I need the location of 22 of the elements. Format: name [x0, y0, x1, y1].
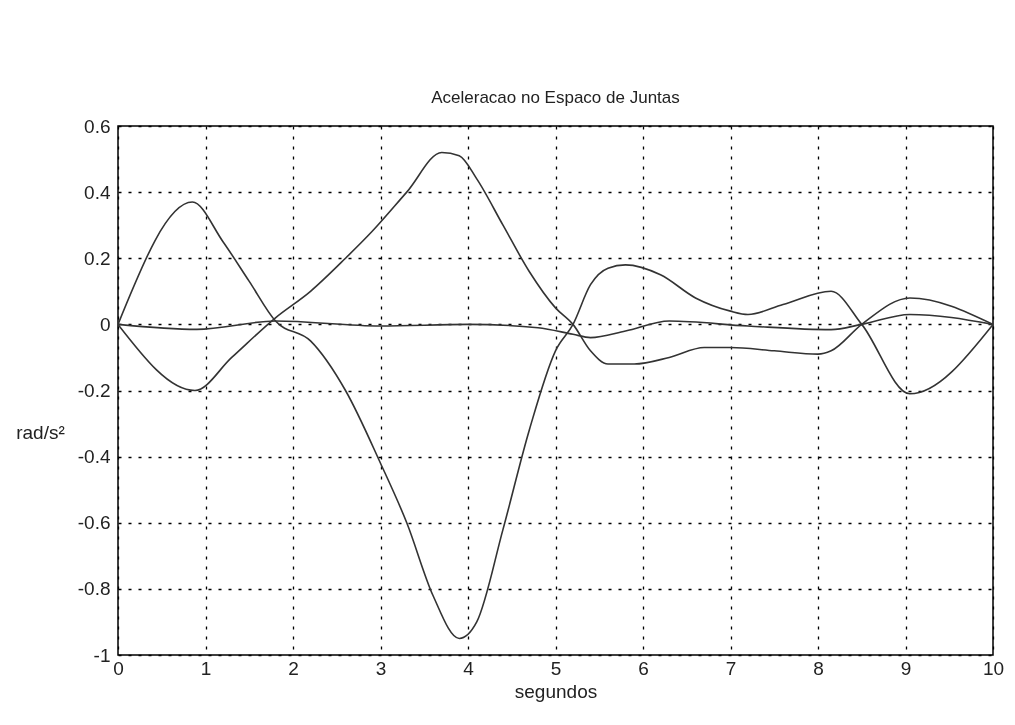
x-tick-label: 3 [375, 657, 387, 679]
y-axis-title: rad/s² [16, 422, 65, 444]
x-axis-title: segundos [514, 680, 598, 702]
x-tick-label: 7 [725, 657, 737, 679]
y-tick-label: -0.6 [77, 512, 111, 534]
x-tick-label: 1 [200, 657, 212, 679]
y-tick-label: 0.6 [84, 115, 111, 137]
y-tick-label: 0.4 [84, 181, 111, 203]
x-tick-label: 4 [463, 657, 475, 679]
x-tick-label: 9 [900, 657, 912, 679]
x-tick-label: 8 [813, 657, 824, 679]
y-tick-label: -1 [93, 644, 111, 666]
x-tick-label: 6 [638, 657, 649, 679]
y-tick-label: 0 [99, 313, 111, 335]
y-tick-label: -0.8 [77, 578, 111, 600]
x-tick-label: 10 [982, 657, 1005, 679]
x-tick-label: 2 [288, 657, 299, 679]
y-tick-label: -0.4 [77, 446, 111, 468]
chart-title: Aceleracao no Espaco de Juntas [431, 88, 680, 107]
x-tick-label: 5 [550, 657, 562, 679]
y-tick-label: -0.2 [77, 380, 111, 401]
y-tick-label: 0.2 [84, 247, 111, 269]
